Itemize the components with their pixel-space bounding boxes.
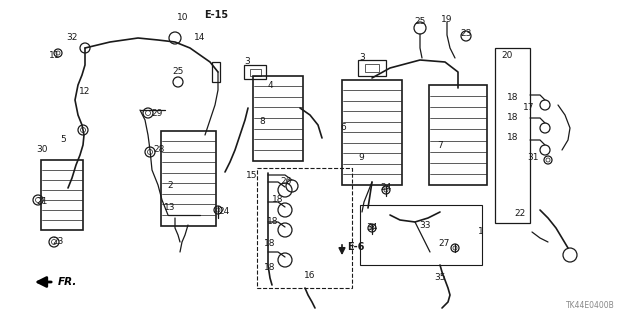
Text: 23: 23	[52, 238, 64, 247]
Text: 1: 1	[478, 227, 484, 236]
Text: 12: 12	[79, 87, 91, 97]
Text: 29: 29	[151, 108, 163, 117]
Text: 18: 18	[268, 217, 279, 226]
Bar	[244, 65, 266, 79]
Text: 14: 14	[195, 33, 205, 42]
Bar	[429, 85, 487, 185]
Text: 13: 13	[164, 204, 176, 212]
Bar	[161, 130, 216, 226]
Text: 33: 33	[419, 221, 431, 231]
Text: 27: 27	[438, 240, 450, 249]
Text: 24: 24	[218, 206, 230, 216]
Text: 23: 23	[460, 28, 472, 38]
Text: 22: 22	[515, 210, 525, 219]
Text: 35: 35	[435, 273, 445, 283]
Bar	[250, 69, 260, 76]
Text: 10: 10	[177, 13, 189, 23]
Text: 18: 18	[508, 93, 519, 102]
Bar	[41, 160, 83, 230]
Text: 30: 30	[36, 145, 48, 154]
Text: 32: 32	[67, 33, 77, 42]
Text: 21: 21	[36, 197, 48, 205]
Text: 16: 16	[304, 271, 316, 280]
Bar	[342, 79, 402, 184]
Text: 18: 18	[264, 263, 276, 271]
Text: 18: 18	[272, 195, 284, 204]
Text: 24: 24	[380, 183, 392, 192]
Bar	[358, 60, 386, 76]
Text: FR.: FR.	[58, 277, 77, 287]
Bar	[360, 205, 482, 265]
Text: 18: 18	[508, 133, 519, 143]
Text: 26: 26	[280, 177, 292, 187]
Text: 11: 11	[49, 51, 61, 61]
Text: 4: 4	[267, 80, 273, 90]
Text: 15: 15	[246, 170, 258, 180]
Text: 3: 3	[359, 53, 365, 62]
Text: 8: 8	[259, 117, 265, 127]
Text: 7: 7	[437, 140, 443, 150]
Text: 5: 5	[60, 136, 66, 145]
Text: 28: 28	[154, 145, 164, 153]
Text: 6: 6	[340, 122, 346, 131]
Text: 18: 18	[264, 240, 276, 249]
Text: E-15: E-15	[204, 10, 228, 20]
Text: 9: 9	[358, 152, 364, 161]
Text: E-6: E-6	[348, 242, 365, 252]
Text: 17: 17	[524, 103, 535, 113]
Bar	[257, 168, 352, 288]
Text: 19: 19	[441, 16, 452, 25]
Bar	[495, 48, 530, 223]
Text: TK44E0400B: TK44E0400B	[566, 301, 614, 310]
Text: 25: 25	[414, 18, 426, 26]
Text: 18: 18	[508, 114, 519, 122]
Bar	[253, 76, 303, 160]
Text: 20: 20	[501, 50, 513, 60]
Text: 25: 25	[172, 68, 184, 77]
Text: 2: 2	[167, 181, 173, 189]
Bar	[365, 64, 379, 72]
Bar	[212, 62, 220, 82]
Text: 34: 34	[366, 224, 378, 233]
Text: 31: 31	[527, 153, 539, 162]
Text: 3: 3	[244, 57, 250, 66]
